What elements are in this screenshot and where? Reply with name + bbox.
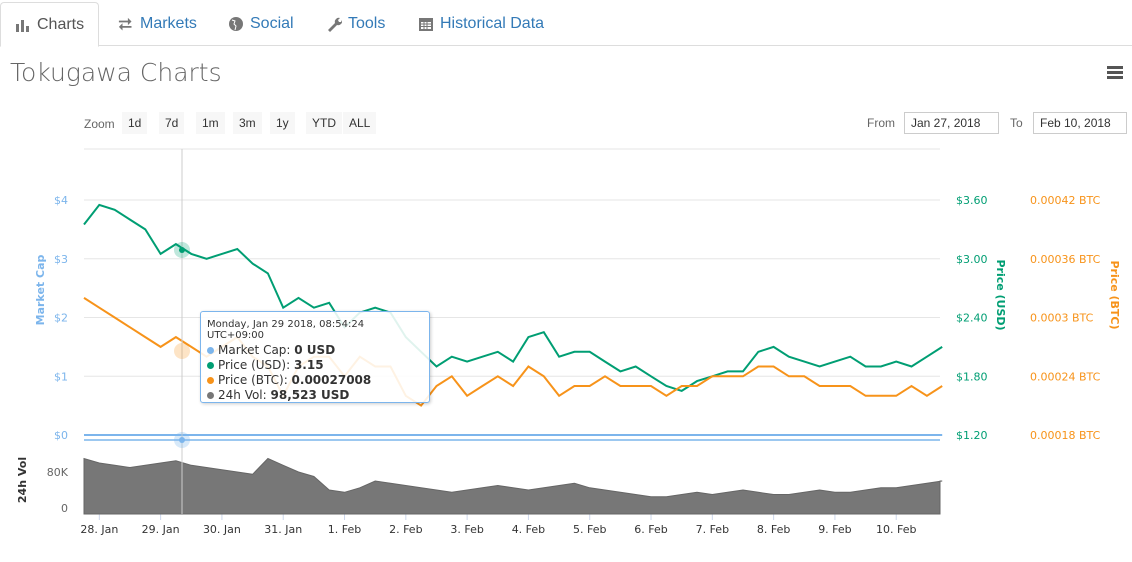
tooltip-label: 24h Vol: <box>218 388 271 402</box>
market-cap-tick-label: $1 <box>54 370 68 383</box>
to-date-input[interactable]: Feb 10, 2018 <box>1033 112 1127 134</box>
x-tick-label: 4. Feb <box>512 523 545 536</box>
tooltip-row-volume: 24h Vol: 98,523 USD <box>207 388 423 403</box>
page-title: Tokugawa Charts <box>10 58 222 87</box>
tab-bar: Charts Markets Social Tools Historical D… <box>0 0 1132 47</box>
volume-tick-label: 0 <box>61 502 68 515</box>
zoom-7d-button[interactable]: 7d <box>159 112 185 134</box>
market-cap-tick-label: $4 <box>54 194 68 207</box>
usd-tick-label: $1.80 <box>956 370 988 383</box>
x-tick-label: 30. Jan <box>203 523 241 536</box>
hover-marker-usd <box>174 242 190 258</box>
tooltip-value: 3.15 <box>293 358 324 372</box>
tab-label: Historical Data <box>440 15 545 32</box>
zoom-all-button[interactable]: ALL <box>343 112 377 134</box>
zoom-1m-button[interactable]: 1m <box>196 112 225 134</box>
tab-social[interactable]: Social <box>214 2 308 46</box>
tooltip-label: Market Cap: <box>218 343 295 357</box>
usd-tick-label: $2.40 <box>956 312 988 325</box>
btc-tick-label: 0.0003 BTC <box>1030 312 1094 325</box>
calendar-icon <box>419 18 433 31</box>
tooltip-row-price-btc: Price (BTC): 0.00027008 <box>207 373 423 388</box>
x-tick-label: 7. Feb <box>696 523 729 536</box>
tab-tools[interactable]: Tools <box>312 2 399 46</box>
volume-axis-title: 24h Vol <box>16 457 29 503</box>
zoom-3m-button[interactable]: 3m <box>233 112 262 134</box>
hover-point-usd <box>179 247 185 253</box>
usd-tick-label: $3.60 <box>956 194 988 207</box>
x-tick-label: 1. Feb <box>328 523 361 536</box>
tooltip-label: Price (BTC): <box>218 373 292 387</box>
volume-area <box>83 457 943 515</box>
market-cap-tick-label: $0 <box>54 429 68 442</box>
tab-label: Social <box>250 15 294 32</box>
volume-tick-label: 80K <box>47 466 69 479</box>
tooltip-label: Price (USD): <box>218 358 294 372</box>
hamburger-menu-icon[interactable] <box>1107 66 1123 81</box>
from-date-input[interactable]: Jan 27, 2018 <box>904 112 999 134</box>
tab-label: Charts <box>37 15 85 33</box>
hover-marker-btc <box>174 343 190 359</box>
tab-label: Markets <box>140 15 197 32</box>
x-tick-label: 28. Jan <box>80 523 118 536</box>
hover-point-market-cap <box>179 437 185 443</box>
x-tick-label: 2. Feb <box>389 523 422 536</box>
x-tick-label: 9. Feb <box>818 523 851 536</box>
exchange-icon <box>118 17 132 31</box>
to-label: To <box>1010 116 1023 130</box>
zoom-1y-button[interactable]: 1y <box>270 112 295 134</box>
tooltip-value: 98,523 USD <box>270 388 350 402</box>
x-tick-label: 8. Feb <box>757 523 790 536</box>
btc-tick-label: 0.00042 BTC <box>1030 194 1101 207</box>
zoom-1d-button[interactable]: 1d <box>122 112 148 134</box>
market-cap-tick-label: $2 <box>54 312 68 325</box>
x-tick-label: 31. Jan <box>264 523 302 536</box>
x-tick-label: 5. Feb <box>573 523 606 536</box>
tooltip-value: 0 USD <box>294 343 336 357</box>
bar-chart-icon <box>16 19 29 32</box>
market-cap-tick-label: $3 <box>54 253 68 266</box>
tab-charts[interactable]: Charts <box>0 2 100 47</box>
zoom-ytd-button[interactable]: YTD <box>306 112 342 134</box>
tooltip-row-price-usd: Price (USD): 3.15 <box>207 358 423 373</box>
x-tick-label: 10. Feb <box>876 523 916 536</box>
btc-tick-label: 0.00024 BTC <box>1030 370 1101 383</box>
zoom-label: Zoom <box>84 117 115 131</box>
x-tick-label: 3. Feb <box>450 523 483 536</box>
hover-marker-market-cap <box>174 432 190 448</box>
wrench-icon <box>328 17 342 32</box>
x-tick-label: 29. Jan <box>142 523 180 536</box>
from-label: From <box>867 116 895 130</box>
usd-axis-title: Price (USD) <box>994 259 1007 330</box>
tooltip-row-market-cap: Market Cap: 0 USD <box>207 343 423 358</box>
btc-tick-label: 0.00036 BTC <box>1030 253 1101 266</box>
tooltip-value: 0.00027008 <box>291 373 372 387</box>
btc-axis-title: Price (BTC) <box>1108 260 1121 329</box>
tab-label: Tools <box>348 15 386 32</box>
usd-tick-label: $1.20 <box>956 429 988 442</box>
tooltip-date: Monday, Jan 29 2018, 08:54:24 UTC+09:00 <box>207 319 365 341</box>
chart-tooltip: Monday, Jan 29 2018, 08:54:24 UTC+09:00 … <box>200 311 430 403</box>
tab-markets[interactable]: Markets <box>104 2 211 46</box>
tab-historical-data[interactable]: Historical Data <box>404 2 558 46</box>
x-tick-label: 6. Feb <box>634 523 667 536</box>
globe-icon <box>229 17 243 31</box>
btc-tick-label: 0.00018 BTC <box>1030 429 1101 442</box>
market-cap-axis-title: Market Cap <box>34 255 47 326</box>
usd-tick-label: $3.00 <box>956 253 988 266</box>
